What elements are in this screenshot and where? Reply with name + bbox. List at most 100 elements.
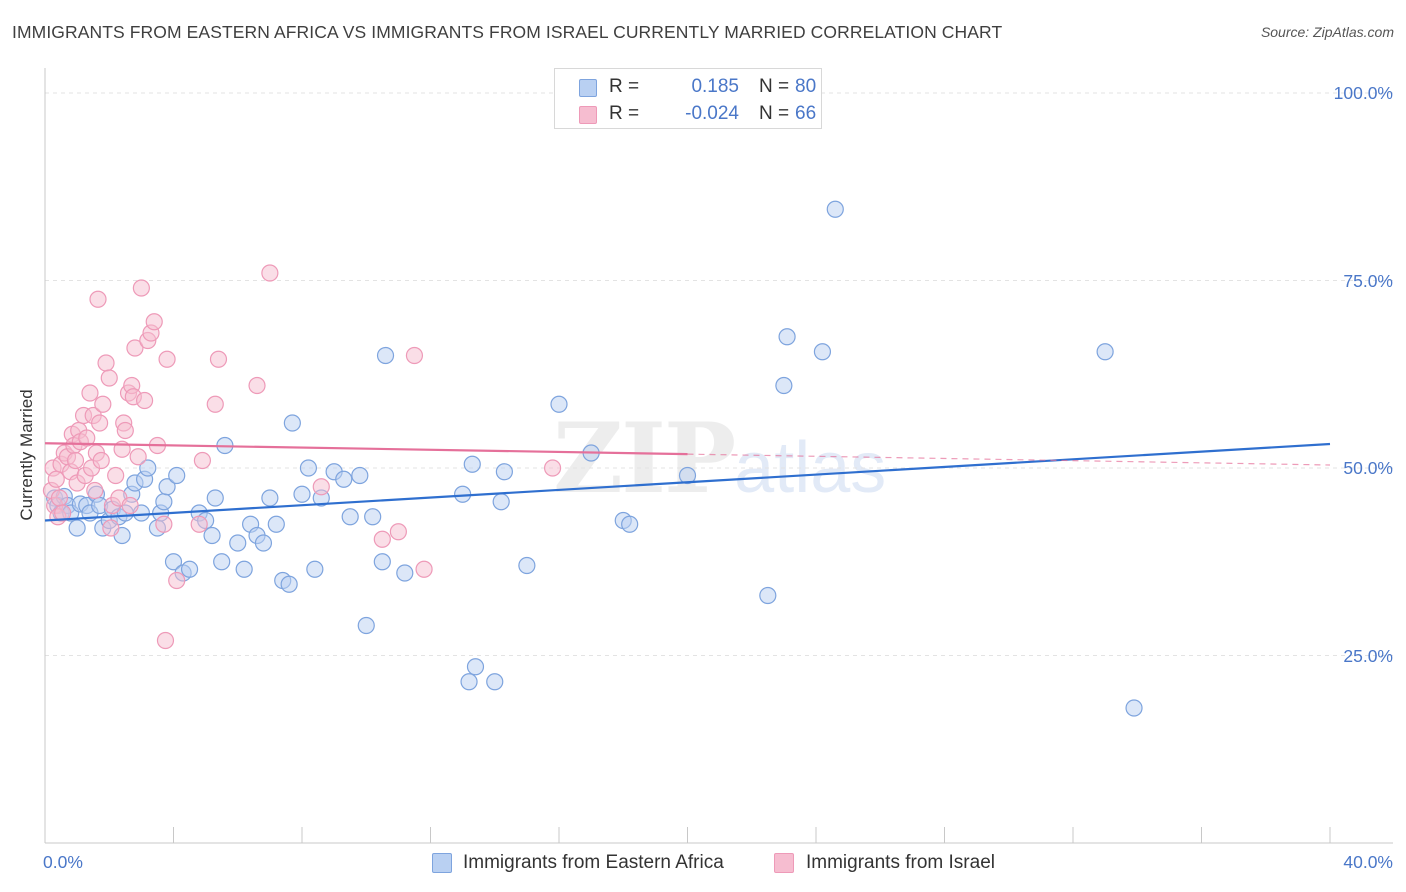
x-tick-label: 0.0% [43, 852, 83, 872]
data-point-eastern-africa [518, 556, 536, 575]
data-point-israel [132, 279, 150, 297]
data-point-eastern-africa [139, 459, 157, 477]
legend-label-eastern-africa: Immigrants from Eastern Africa [463, 852, 724, 873]
legend-n-label: N = [759, 103, 790, 124]
data-point-eastern-africa [775, 376, 793, 395]
data-point-eastern-africa [254, 534, 273, 552]
data-point-israel [135, 391, 154, 410]
data-point-israel [206, 395, 224, 413]
data-point-eastern-africa [495, 463, 513, 481]
data-point-israel [116, 421, 134, 440]
data-point-eastern-africa [1125, 699, 1143, 717]
data-point-israel [389, 523, 407, 541]
chart-title: IMMIGRANTS FROM EASTERN AFRICA VS IMMIGR… [12, 22, 1003, 42]
data-point-eastern-africa [293, 485, 311, 503]
data-point-israel [190, 515, 208, 533]
legend-r-label: R = [609, 103, 640, 124]
data-point-eastern-africa [396, 564, 414, 582]
data-point-israel [156, 631, 175, 650]
data-point-israel [47, 470, 65, 488]
data-point-eastern-africa [376, 346, 395, 365]
data-point-eastern-africa [357, 616, 375, 635]
trend-line-eastern-africa [44, 442, 1331, 522]
data-point-eastern-africa [168, 466, 186, 485]
axes [44, 68, 1393, 844]
y-tick-label: 50.0% [1343, 458, 1393, 478]
data-point-eastern-africa [813, 343, 832, 361]
data-point-israel [102, 519, 120, 537]
data-point-eastern-africa [550, 395, 568, 413]
data-point-israel [312, 478, 330, 496]
data-point-israel [107, 466, 125, 485]
y-axis-label: Currently Married [17, 389, 36, 521]
data-point-eastern-africa [283, 414, 301, 432]
legend-n-value: 66 [795, 103, 817, 124]
trend-line-israel [44, 442, 688, 456]
data-point-eastern-africa [335, 470, 353, 488]
series-legend: Immigrants from Eastern Africa Immigrant… [0, 852, 1406, 878]
trend-lines [44, 442, 1331, 522]
data-point-israel [92, 451, 110, 470]
data-point-eastern-africa [759, 586, 777, 605]
data-point-israel [54, 504, 72, 522]
data-points [42, 200, 1143, 717]
data-point-eastern-africa [463, 455, 481, 473]
y-tick-label: 25.0% [1343, 645, 1393, 666]
data-point-eastern-africa [341, 508, 359, 526]
data-point-israel [78, 429, 96, 447]
legend-swatch-eastern-africa [432, 853, 452, 873]
data-point-eastern-africa [460, 673, 478, 691]
data-point-israel [248, 376, 266, 395]
data-point-eastern-africa [778, 328, 796, 346]
legend-swatch-pink [579, 106, 597, 124]
data-point-israel [158, 350, 176, 368]
data-point-eastern-africa [164, 553, 183, 571]
watermark: ZIPatlas [553, 402, 886, 515]
data-point-eastern-africa [492, 493, 510, 511]
x-tick-label: 40.0% [1343, 852, 1393, 872]
data-point-eastern-africa [826, 200, 844, 218]
legend-r-value: 0.185 [691, 76, 739, 97]
watermark-zip: ZIP [553, 402, 736, 515]
legend-n-label: N = [759, 76, 790, 97]
data-point-eastern-africa [203, 526, 221, 545]
data-point-israel [129, 448, 147, 466]
data-point-israel [50, 489, 69, 507]
y-tick-label: 75.0% [1343, 270, 1393, 291]
legend-label-israel: Immigrants from Israel [806, 852, 995, 873]
data-point-israel [405, 346, 424, 365]
data-point-eastern-africa [158, 478, 176, 496]
data-point-eastern-africa [466, 658, 485, 676]
data-point-eastern-africa [1096, 343, 1114, 361]
data-point-israel [126, 339, 144, 357]
data-point-israel [66, 451, 85, 470]
data-point-israel [145, 313, 163, 331]
legend-swatch-blue [579, 79, 597, 97]
data-point-israel [97, 354, 115, 372]
data-point-israel [155, 515, 173, 533]
data-point-israel [121, 496, 139, 515]
data-point-eastern-africa [280, 575, 298, 593]
data-point-israel [261, 264, 279, 282]
data-point-eastern-africa [364, 508, 382, 526]
data-point-eastern-africa [373, 553, 391, 571]
source-label: Source: ZipAtlas.com [1260, 24, 1394, 40]
data-point-eastern-africa [229, 534, 247, 552]
data-point-israel [373, 530, 391, 548]
data-point-eastern-africa [68, 519, 86, 537]
correlation-legend: R = 0.185 N = 80 R = -0.024 N = 66 [554, 68, 822, 129]
data-point-israel [94, 395, 112, 413]
data-point-eastern-africa [155, 493, 173, 511]
data-point-eastern-africa [678, 466, 697, 485]
data-point-eastern-africa [299, 459, 318, 477]
data-point-eastern-africa [351, 466, 369, 485]
data-point-israel [89, 290, 107, 308]
data-point-israel [100, 369, 118, 387]
trend-line-israel-dashed [687, 453, 1331, 466]
legend-r-value: -0.024 [685, 103, 739, 124]
y-tick-label: 100.0% [1333, 83, 1393, 103]
data-point-eastern-africa [261, 489, 279, 507]
legend-swatch-israel [774, 853, 794, 873]
data-point-israel [193, 451, 212, 470]
